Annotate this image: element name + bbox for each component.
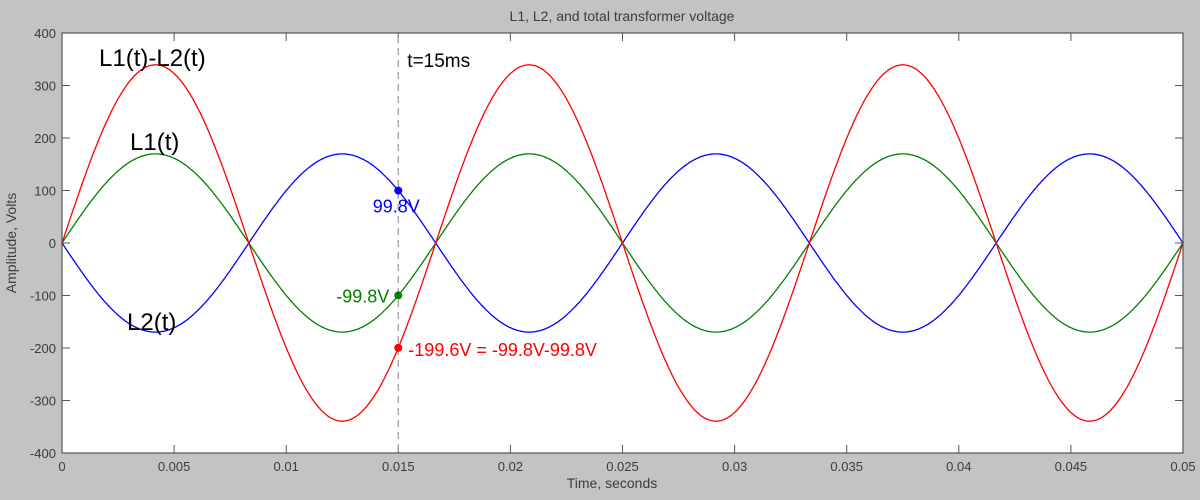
marker-dot: [394, 291, 403, 300]
y-tick-label: -300: [30, 394, 56, 409]
cursor-label: t=15ms: [407, 51, 470, 72]
x-axis-ticks: 0 0.005 0.01 0.015 0.02 0.025 0.03 0.035 0.04 0.0…: [58, 33, 1196, 474]
y-tick-label: 400: [34, 26, 56, 41]
y-axis-label: Amplitude, Volts: [3, 193, 19, 293]
y-tick-label: 300: [34, 79, 56, 94]
curve-label-l1: L1(t): [130, 129, 179, 156]
x-tick-label: 0.015: [382, 459, 415, 474]
y-tick-label: -100: [30, 289, 56, 304]
x-tick-label: 0.05: [1170, 459, 1195, 474]
marker-label-l2: 99.8V: [373, 197, 420, 217]
x-tick-label: 0.04: [946, 459, 971, 474]
y-tick-label: 100: [34, 184, 56, 199]
x-tick-label: 0.005: [158, 459, 191, 474]
marker-dots: [394, 186, 403, 352]
x-tick-label: 0.02: [498, 459, 523, 474]
x-tick-label: 0.025: [606, 459, 639, 474]
y-tick-label: 0: [49, 236, 56, 251]
marker-label-l1: -99.8V: [336, 286, 389, 306]
y-tick-label: -200: [30, 341, 56, 356]
x-tick-label: 0.045: [1055, 459, 1088, 474]
x-axis-label: Time, seconds: [567, 475, 658, 491]
axes-frame: [61, 32, 1184, 454]
y-tick-label: 200: [34, 131, 56, 146]
x-tick-label: 0.01: [274, 459, 299, 474]
curve-label-l2: L2(t): [127, 309, 176, 336]
marker-label-total: -199.6V = -99.8V-99.8V: [408, 340, 597, 360]
curve-label-l1-minus-l2: L1(t)-L2(t): [99, 45, 206, 72]
plot-title: L1, L2, and total transformer voltage: [510, 8, 735, 24]
x-tick-label: 0.035: [830, 459, 863, 474]
x-tick-label: 0.03: [722, 459, 747, 474]
y-axis-ticks: 400 300 200 100 0 -100 -200 -300 -400: [30, 26, 1183, 461]
marker-dot: [394, 186, 403, 195]
series-curves: [61, 64, 1184, 422]
curve-l1-minus-l2: [61, 64, 1184, 422]
marker-dot: [394, 343, 403, 352]
y-tick-label: -400: [30, 446, 56, 461]
x-tick-label: 0: [58, 459, 65, 474]
